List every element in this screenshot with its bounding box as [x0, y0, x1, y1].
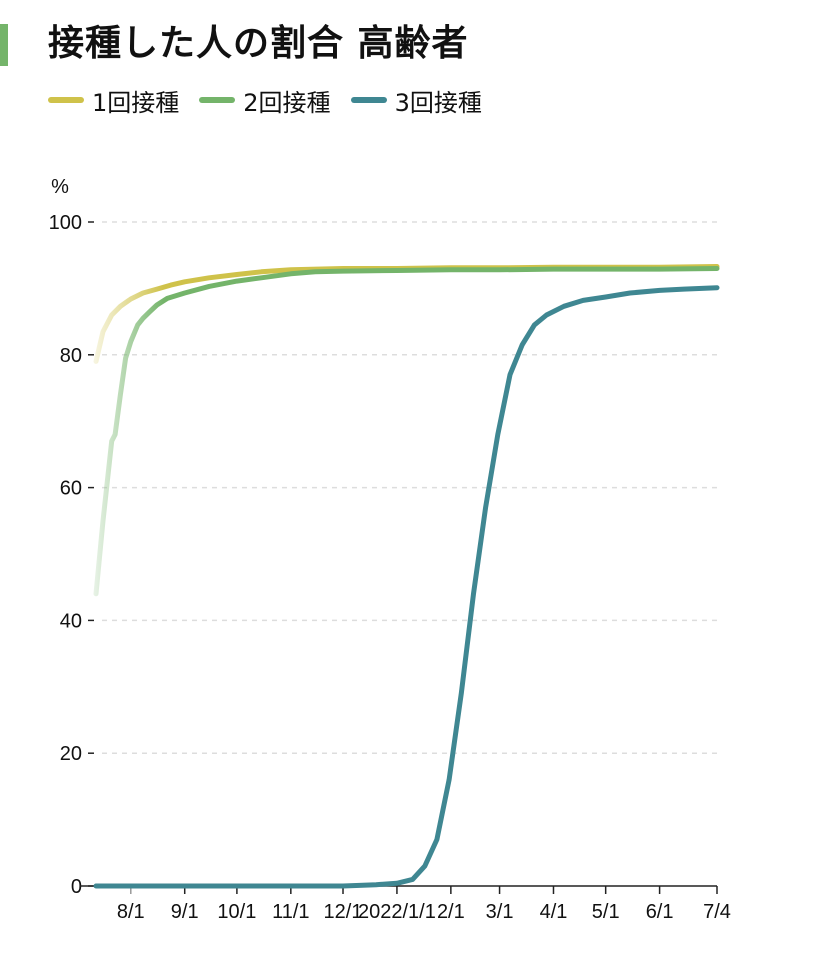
y-tick-label: 80 — [60, 345, 82, 367]
x-tick-label: 10/1 — [217, 901, 256, 923]
y-tick-label: 60 — [60, 478, 82, 500]
y-tick-label: 20 — [60, 743, 82, 765]
y-tick-label: 40 — [60, 610, 82, 632]
legend-label-dose1: 1回接種 — [92, 88, 180, 117]
legend-label-dose2: 2回接種 — [243, 88, 331, 117]
series-lines — [93, 264, 720, 889]
series-line-1 — [93, 264, 720, 364]
x-tick-label: 5/1 — [592, 901, 620, 923]
y-axis-unit-label: % — [51, 176, 69, 198]
x-tick-label: 4/1 — [540, 901, 568, 923]
title-accent-bar — [0, 24, 8, 66]
legend-swatch-dose1 — [48, 97, 84, 103]
legend-swatch-dose2 — [199, 97, 236, 103]
legend: 1回接種 2回接種 3回接種 — [48, 83, 482, 118]
y-tick-label: 0 — [71, 876, 82, 898]
series-line-3 — [93, 285, 720, 889]
legend-swatch-dose3 — [350, 97, 387, 103]
x-tick-label: 2/1 — [437, 901, 465, 923]
legend-item-dose2: 2回接種 — [199, 83, 331, 118]
series-line-2 — [93, 266, 720, 597]
grid-lines — [102, 221, 717, 754]
x-tick-label: 6/1 — [646, 901, 674, 923]
chart-title: 接種した人の割合 高齢者 — [48, 23, 469, 64]
legend-item-dose1: 1回接種 — [48, 83, 179, 118]
x-tick-label: 9/1 — [171, 901, 199, 923]
y-tick-label: 100 — [49, 212, 82, 234]
y-axis: 0 20 40 60 80 100% — [49, 176, 94, 898]
x-tick-label: 2022/1/1 — [358, 901, 436, 923]
x-tick-label: 3/1 — [486, 901, 514, 923]
x-tick-label: 12/1 — [324, 901, 363, 923]
x-tick-label: 7/4 — [703, 901, 731, 923]
legend-label-dose3: 3回接種 — [394, 88, 482, 117]
x-tick-label: 11/1 — [272, 901, 309, 923]
legend-item-dose3: 3回接種 — [350, 83, 482, 118]
x-tick-label: 8/1 — [117, 901, 145, 923]
